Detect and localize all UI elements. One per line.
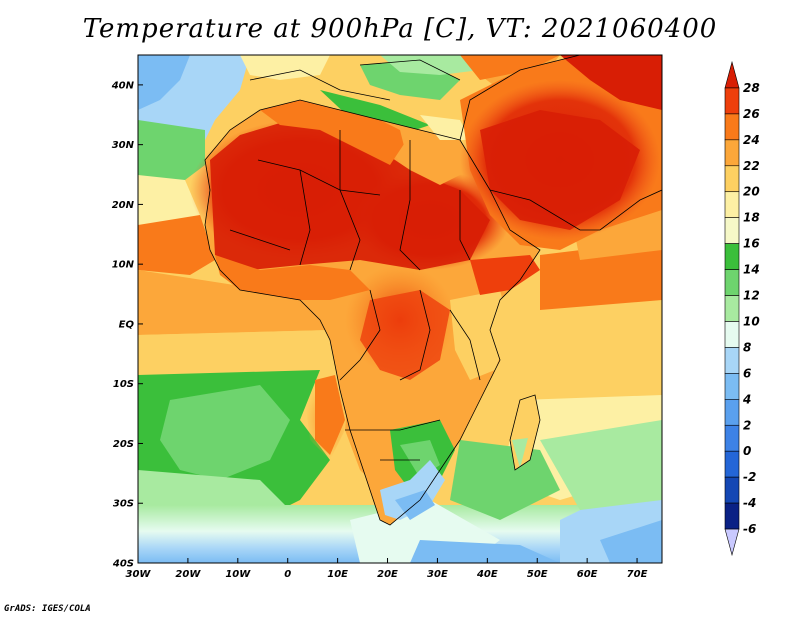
map-field <box>138 55 662 563</box>
colorbar-label: 22 <box>743 159 760 173</box>
colorbar-swatch <box>724 113 740 141</box>
colorbar-swatch <box>724 165 740 193</box>
colorbar-swatch <box>724 399 740 426</box>
colorbar-label: 2 <box>743 418 751 432</box>
latitude-axis: 40N 30N 20N 10N EQ 10S 20S 30S 40S <box>111 80 143 570</box>
map-title: Temperature at 900hPa [C], VT: 202106040… <box>82 14 718 44</box>
lon-tick-label: 30W <box>126 569 152 580</box>
colorbar-swatch <box>724 347 740 374</box>
colorbar-label: 26 <box>743 107 760 121</box>
colorbar-swatch <box>724 450 740 478</box>
colorbar-swatch <box>724 191 740 218</box>
lat-tick-label: 40S <box>112 559 134 570</box>
lon-tick-label: 40E <box>476 569 498 580</box>
lon-tick-label: 0 <box>284 569 291 580</box>
lon-tick-label: 70E <box>627 569 648 580</box>
grads-credit: GrADS: IGES/COLA <box>4 604 91 614</box>
colorbar-swatch <box>724 528 740 557</box>
colorbar-label: -4 <box>743 496 756 510</box>
colorbar-swatch <box>724 243 740 270</box>
colorbar-label: -6 <box>743 522 756 536</box>
coastlines <box>204 55 662 526</box>
lon-tick-label: 20W <box>175 569 201 580</box>
longitude-axis: 30W 20W 10W 0 10E 20E 30E 40E 50E 60E 70E <box>126 558 648 580</box>
colorbar-swatch <box>724 502 740 530</box>
lat-tick-label: 20S <box>113 439 134 450</box>
colorbar-swatch <box>724 321 740 348</box>
colorbar-label: 6 <box>743 366 751 380</box>
colorbar-label: 20 <box>743 185 760 199</box>
colorbar-label: 12 <box>743 289 760 303</box>
lon-tick-label: 10W <box>225 569 251 580</box>
colorbar-swatch <box>724 269 740 296</box>
colorbar-label: 18 <box>743 211 760 225</box>
lat-tick-label: EQ <box>119 319 135 330</box>
colorbar-label: 14 <box>743 263 760 277</box>
lon-tick-label: 10E <box>327 569 348 580</box>
colorbar-label: 4 <box>742 392 751 406</box>
colorbar-label: -2 <box>743 470 756 484</box>
colorbar-label: 0 <box>743 444 751 458</box>
colorbar-swatch <box>724 424 740 452</box>
colorbar-swatch <box>724 60 740 89</box>
colorbar-swatch <box>724 87 740 115</box>
colorbar-label: 8 <box>743 340 751 354</box>
lat-tick-label: 30N <box>112 140 135 151</box>
map-frame <box>137 54 663 564</box>
lon-tick-label: 30E <box>427 569 448 580</box>
colorbar-label: 24 <box>743 133 760 147</box>
colorbar-swatch <box>724 373 740 400</box>
colorbar-swatch <box>724 217 740 244</box>
colorbar-swatch <box>724 295 740 322</box>
colorbar-label: 10 <box>743 314 760 328</box>
lon-tick-label: 20E <box>377 569 398 580</box>
lat-tick-label: 10S <box>113 379 134 390</box>
lat-tick-label: 40N <box>111 80 135 91</box>
lat-tick-label: 10N <box>112 260 135 271</box>
colorbar-swatch <box>724 139 740 167</box>
colorbar-swatch <box>724 476 740 504</box>
lat-tick-label: 20N <box>112 200 135 211</box>
colorbar-label: 16 <box>743 237 760 251</box>
lon-tick-label: 60E <box>577 569 598 580</box>
lon-tick-label: 50E <box>527 569 548 580</box>
colorbar-label: 28 <box>743 81 760 95</box>
lat-tick-label: 30S <box>113 499 134 510</box>
